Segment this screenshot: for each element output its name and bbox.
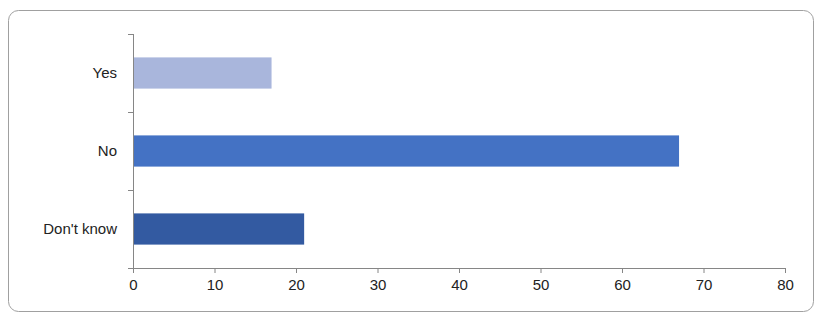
x-tick: 70 [696, 268, 713, 293]
bars [133, 57, 679, 244]
y-tick: No [98, 142, 117, 159]
x-tick-mark [622, 268, 623, 273]
y-tick-label: Don't know [43, 220, 117, 237]
y-axis-line [133, 34, 134, 268]
x-tick: 50 [533, 268, 550, 293]
x-tick-label: 10 [207, 276, 224, 293]
y-separator [128, 268, 133, 269]
y-tick: Yes [93, 64, 117, 81]
y-separators [128, 35, 133, 269]
y-tick-label: No [98, 142, 117, 159]
x-tick-mark [296, 268, 297, 273]
y-separator [128, 34, 133, 35]
x-tick-label: 80 [777, 276, 794, 293]
x-tick: 0 [129, 268, 137, 293]
x-tick: 80 [777, 268, 794, 293]
x-tick-label: 20 [288, 276, 305, 293]
x-tick-label: 30 [370, 276, 387, 293]
chart: 0 10 20 30 40 50 60 70 80 Yes No Don't know [0, 0, 822, 322]
x-axis: 0 10 20 30 40 50 60 70 80 [129, 268, 794, 293]
x-tick-label: 0 [129, 276, 137, 293]
x-tick-mark [133, 268, 134, 273]
x-tick-mark [541, 268, 542, 273]
x-tick-mark [378, 268, 379, 273]
x-tick-label: 50 [533, 276, 550, 293]
x-tick-mark [785, 268, 786, 273]
x-tick-label: 40 [451, 276, 468, 293]
y-axis: Yes No Don't know [43, 34, 133, 268]
x-tick-mark [215, 268, 216, 273]
x-tick-mark [704, 268, 705, 273]
x-tick: 20 [288, 268, 305, 293]
chart-frame [9, 11, 814, 312]
x-tick-label: 70 [696, 276, 713, 293]
x-tick: 30 [370, 268, 387, 293]
y-separator [128, 190, 133, 191]
bar [133, 57, 272, 88]
x-tick: 60 [614, 268, 631, 293]
x-tick-label: 60 [614, 276, 631, 293]
y-separator [128, 112, 133, 113]
bar [133, 213, 304, 244]
y-tick: Don't know [43, 220, 117, 237]
x-tick: 40 [451, 268, 468, 293]
x-tick: 10 [207, 268, 224, 293]
x-tick-mark [459, 268, 460, 273]
bar [133, 135, 679, 166]
y-tick-label: Yes [93, 64, 117, 81]
